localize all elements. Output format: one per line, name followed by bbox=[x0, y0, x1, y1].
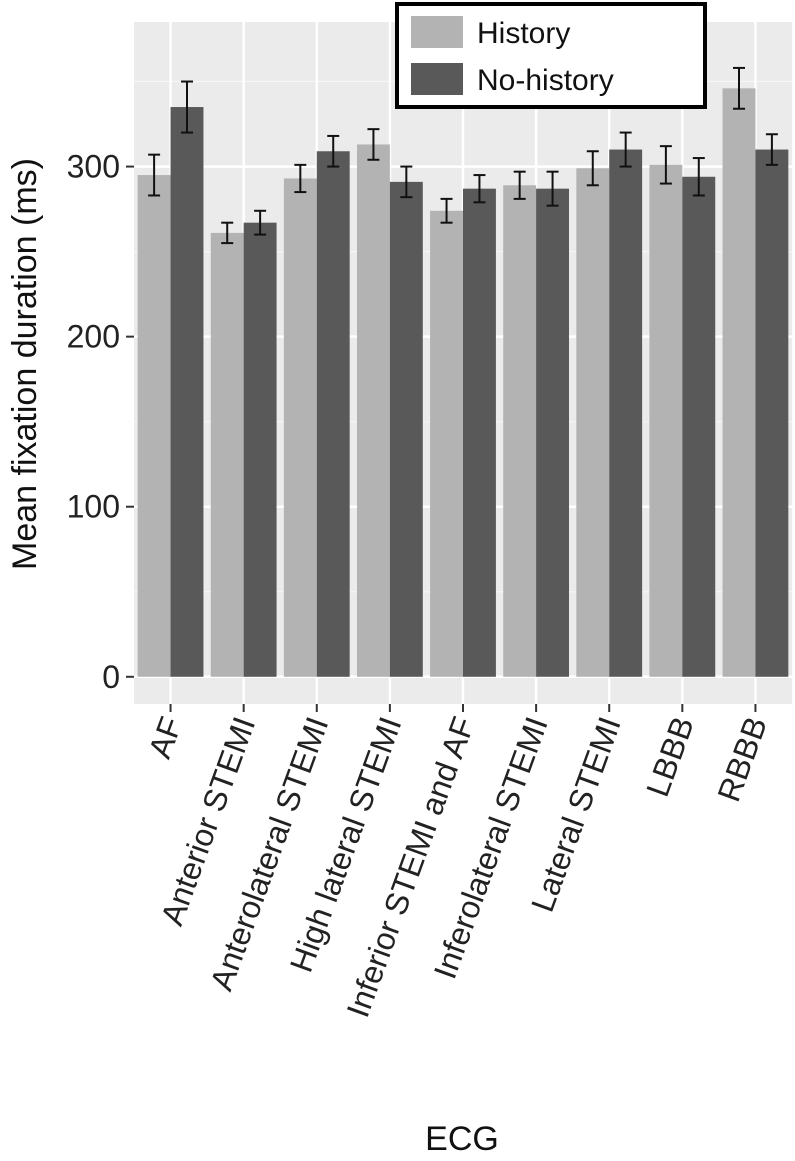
y-axis: 0 100 200 300 bbox=[67, 149, 134, 695]
x-tick-label: LBBB bbox=[639, 712, 701, 801]
bar-no-history bbox=[463, 188, 496, 677]
legend-swatch-history bbox=[411, 16, 463, 48]
bar-no-history bbox=[755, 149, 789, 677]
bar-no-history bbox=[682, 176, 716, 677]
bar-history bbox=[722, 88, 756, 677]
bar-no-history bbox=[389, 181, 423, 677]
bar-history bbox=[137, 175, 171, 677]
bar-history bbox=[210, 232, 244, 677]
legend-label-no-history: No-history bbox=[477, 64, 614, 97]
legend: History No-history bbox=[395, 2, 707, 109]
x-tick-label: RBBB bbox=[710, 712, 774, 806]
bar-history bbox=[283, 178, 317, 677]
bar-no-history bbox=[243, 222, 277, 677]
y-tick-label: 0 bbox=[102, 659, 120, 695]
bar-history bbox=[649, 164, 683, 677]
bar-no-history bbox=[536, 188, 570, 677]
bar-no-history bbox=[316, 151, 350, 677]
bars bbox=[137, 88, 789, 677]
bar-no-history bbox=[609, 149, 643, 677]
x-tick-label: AF bbox=[141, 712, 189, 763]
error-bars bbox=[148, 66, 778, 245]
bar-history bbox=[430, 210, 463, 677]
x-axis-title: ECG bbox=[425, 1120, 499, 1158]
bar-history bbox=[576, 168, 610, 677]
legend-label-history: History bbox=[477, 17, 570, 50]
bar-no-history bbox=[170, 107, 204, 677]
y-tick-label: 100 bbox=[67, 489, 120, 525]
y-tick-label: 300 bbox=[67, 149, 120, 185]
y-axis-title: Mean fixation duration (ms) bbox=[6, 158, 44, 570]
legend-swatch-no-history bbox=[411, 63, 463, 95]
bar-history bbox=[356, 144, 390, 677]
bar-history bbox=[503, 185, 537, 677]
y-tick-label: 200 bbox=[67, 319, 120, 355]
